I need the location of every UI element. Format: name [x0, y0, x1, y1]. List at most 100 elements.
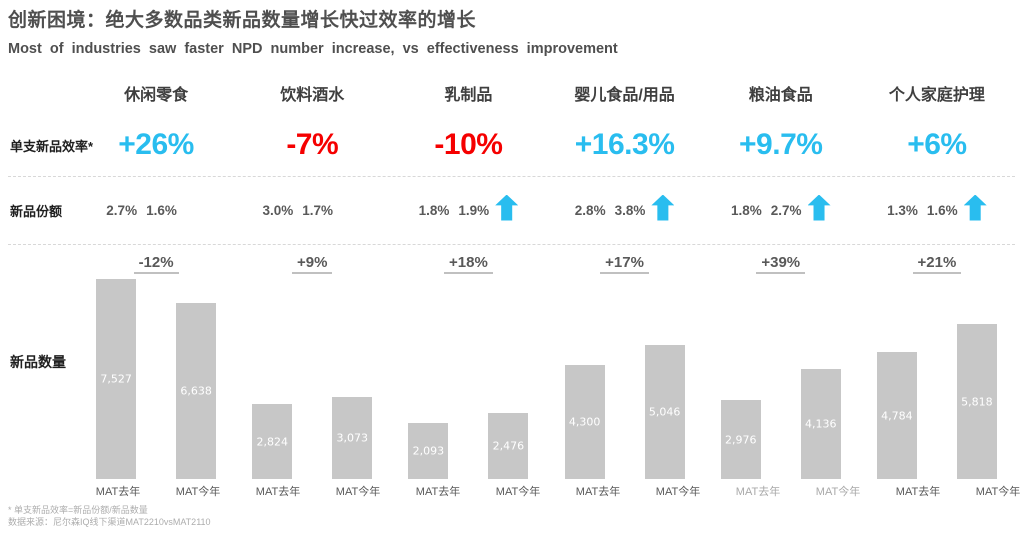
count-change-label: -12% [78, 254, 234, 276]
axis-gutter [0, 479, 78, 503]
axis-label-mat-last: MAT去年 [895, 486, 941, 498]
bar-value-label: 2,476 [492, 439, 525, 453]
efficiency-row: 单支新品效率* +26% -7% -10% +16.3% +9.7% +6% [0, 114, 1015, 176]
efficiency-row-label: 单支新品效率* [10, 138, 94, 154]
bar-value-label: 7,527 [100, 372, 132, 386]
bar-value-label: 2,976 [724, 433, 757, 446]
axis-labels: MAT去年 MAT今年 [238, 483, 398, 499]
up-arrow-icon [495, 194, 519, 221]
axis-label-mat-last: MAT去年 [415, 486, 461, 498]
category-header: 粮油食品 [748, 87, 813, 104]
axis-label-mat-last: MAT去年 [735, 486, 781, 498]
page-title: 创新困境：绝大多数品类新品数量增长快过效率的增长 [8, 10, 477, 31]
axis-labels: MAT去年 MAT今年 [878, 483, 1023, 499]
share-cell: 2.7% 1.6% [78, 201, 234, 221]
category-header: 乳制品 [444, 87, 493, 104]
category-header: 个人家庭护理 [888, 87, 985, 104]
up-arrow-icon [807, 194, 831, 221]
bar-value-label: 2,824 [256, 435, 288, 448]
share-last-year: 1.8% [418, 203, 450, 218]
efficiency-value: +6% [907, 128, 967, 161]
up-arrow-icon [963, 194, 987, 221]
bar-value-label: 4,300 [568, 415, 601, 429]
bar-mat-last-year: 7,527 [96, 279, 137, 479]
chart-table: 休闲零食 饮料酒水 乳制品 婴儿食品/用品 粮油食品 个人家庭护理 单支新品效率… [0, 72, 1020, 503]
bar-value-label: 3,073 [336, 431, 368, 445]
share-cell: 2.8% 3.8% [547, 194, 703, 221]
bar-group: +39% 2,976 4,136 [703, 245, 859, 479]
efficiency-value: -10% [434, 128, 503, 161]
count-change-label: +18% [390, 254, 546, 276]
efficiency-value: -7% [286, 128, 339, 161]
bar-mat-last-year: 2,093 [408, 423, 449, 479]
category-header-row: 休闲零食 饮料酒水 乳制品 婴儿食品/用品 粮油食品 个人家庭护理 [0, 72, 1015, 114]
share-this-year: 1.6% [926, 203, 958, 218]
up-arrow-icon [651, 194, 675, 221]
share-row: 新品份额 2.7% 1.6% 3.0% 1.7% 1.8% 1.9% 2.8% … [0, 177, 1015, 244]
dashed-divider [8, 176, 1015, 177]
share-this-year: 1.6% [146, 203, 177, 218]
bar-mat-last-year: 2,824 [252, 404, 293, 479]
dashed-divider [8, 244, 1015, 245]
share-this-year: 1.7% [302, 203, 334, 218]
bar-mat-last-year: 4,784 [876, 352, 917, 479]
axis-labels: MAT去年 MAT今年 [558, 483, 718, 499]
axis-label-mat-last: MAT去年 [95, 486, 141, 498]
efficiency-value: +16.3% [574, 128, 675, 161]
bar-value-label: 4,784 [881, 409, 913, 422]
page-subtitle: Most of industries saw faster NPD number… [8, 41, 618, 57]
bar-mat-last-year: 4,300 [564, 365, 605, 479]
efficiency-value: +26% [118, 128, 194, 161]
count-change-label: +39% [703, 254, 859, 276]
bar-group: +21% 4,784 5,818 [859, 245, 1015, 479]
bar-mat-this-year: 6,638 [176, 303, 217, 479]
share-last-year: 2.7% [106, 203, 138, 218]
category-header: 休闲零食 [124, 87, 189, 104]
share-this-year: 2.7% [770, 203, 802, 218]
bar-value-label: 2,093 [412, 444, 445, 458]
share-this-year: 3.8% [614, 203, 646, 218]
axis-label-mat-now: MAT今年 [495, 486, 541, 498]
bar-group: +18% 2,093 2,476 [390, 245, 546, 479]
bar-mat-this-year: 3,073 [332, 397, 373, 479]
share-cell: 1.3% 1.6% [859, 194, 1015, 221]
bar-mat-last-year: 2,976 [720, 400, 761, 479]
footnotes: * 单支新品效率=新品份额/新品数量 数据来源：尼尔森IQ线下渠道MAT2210… [8, 505, 211, 528]
share-this-year: 1.9% [458, 203, 490, 218]
bar-mat-this-year: 5,046 [644, 345, 685, 479]
count-change-label: +9% [234, 254, 390, 276]
axis-label-mat-now: MAT今年 [815, 486, 861, 498]
share-last-year: 2.8% [574, 203, 606, 218]
axis-label-mat-last: MAT去年 [575, 486, 621, 498]
share-cell: 1.8% 1.9% [390, 194, 546, 221]
efficiency-value: +9.7% [739, 128, 823, 161]
bar-group: +17% 4,300 5,046 [547, 245, 703, 479]
axis-label-mat-now: MAT今年 [335, 486, 381, 498]
count-change-label: +17% [547, 254, 703, 276]
bar-chart-row: 新品数量 -12% 7,527 6,638 +9% 2,824 3,073 +1… [0, 245, 1015, 479]
count-change-label: +21% [859, 254, 1015, 276]
count-row-label: 新品数量 [10, 354, 66, 370]
bar-value-label: 4,136 [804, 417, 837, 431]
axis-label-mat-last: MAT去年 [255, 486, 301, 498]
share-last-year: 3.0% [262, 203, 294, 218]
share-last-year: 1.8% [730, 203, 762, 218]
axis-labels: MAT去年 MAT今年 [78, 483, 238, 499]
share-last-year: 1.3% [887, 203, 918, 218]
bar-mat-this-year: 2,476 [488, 413, 529, 479]
category-header: 饮料酒水 [280, 87, 345, 104]
bar-group: +9% 2,824 3,073 [234, 245, 390, 479]
axis-label-mat-now: MAT今年 [655, 486, 701, 498]
axis-label-mat-now: MAT今年 [975, 486, 1021, 498]
axis-label-mat-now: MAT今年 [175, 486, 221, 498]
axis-labels: MAT去年 MAT今年 [718, 483, 878, 499]
category-header: 婴儿食品/用品 [574, 87, 675, 104]
axis-labels: MAT去年 MAT今年 [398, 483, 558, 499]
bar-value-label: 5,046 [648, 405, 681, 419]
bar-mat-this-year: 4,136 [800, 369, 841, 479]
share-cell: 3.0% 1.7% [234, 201, 390, 221]
bar-value-label: 5,818 [961, 395, 993, 408]
bar-mat-this-year: 5,818 [956, 324, 997, 479]
footnote-source: 数据来源：尼尔森IQ线下渠道MAT2210vsMAT2110 [8, 516, 211, 527]
